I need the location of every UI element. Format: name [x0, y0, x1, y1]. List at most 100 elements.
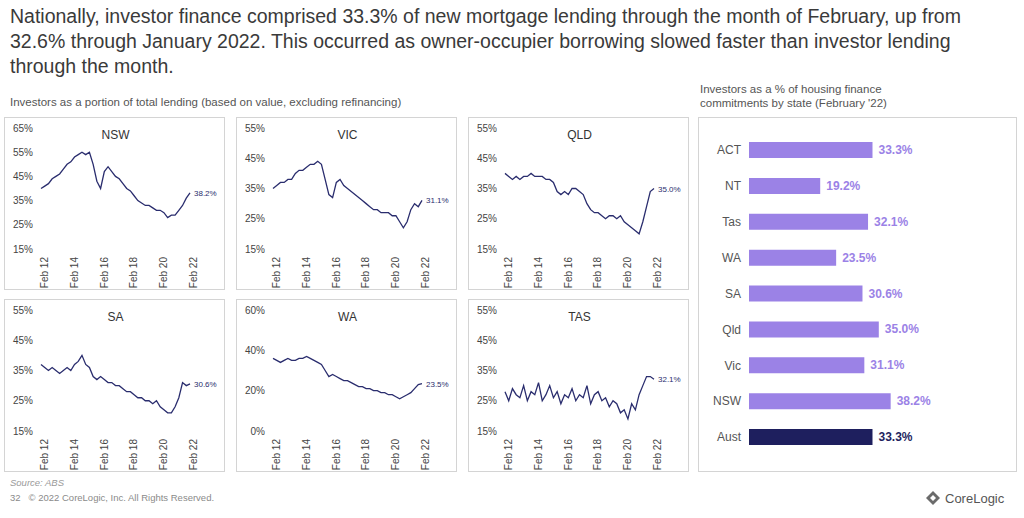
svg-text:35%: 35%: [13, 195, 33, 206]
svg-text:Feb 20: Feb 20: [158, 257, 169, 289]
svg-text:SA: SA: [725, 287, 741, 301]
svg-text:19.2%: 19.2%: [826, 179, 860, 193]
svg-text:15%: 15%: [477, 426, 497, 437]
svg-text:WA: WA: [722, 251, 741, 265]
svg-text:Feb 18: Feb 18: [129, 439, 140, 471]
svg-text:65%: 65%: [13, 123, 33, 134]
svg-text:Feb 12: Feb 12: [39, 439, 50, 471]
svg-text:15%: 15%: [245, 244, 265, 255]
svg-text:55%: 55%: [477, 305, 497, 316]
svg-text:40%: 40%: [245, 345, 265, 356]
html-text:Investors as a portion of tota: Investors as a portion of total lending …: [10, 96, 402, 108]
svg-text:Feb 20: Feb 20: [390, 439, 401, 471]
svg-text:Feb 16: Feb 16: [331, 257, 342, 289]
svg-text:38.2%: 38.2%: [194, 189, 217, 198]
svg-text:Feb 12: Feb 12: [503, 439, 514, 471]
svg-text:30.6%: 30.6%: [868, 287, 902, 301]
svg-text:31.1%: 31.1%: [426, 196, 449, 205]
html-text:Investors as a % of housing fi: Investors as a % of housing finance comm…: [700, 83, 887, 109]
svg-text:Feb 18: Feb 18: [129, 257, 140, 289]
svg-text:Feb 14: Feb 14: [301, 439, 312, 471]
svg-text:Tas: Tas: [722, 215, 741, 229]
svg-text:25%: 25%: [13, 219, 33, 230]
svg-text:Feb 12: Feb 12: [271, 439, 282, 471]
svg-text:32.1%: 32.1%: [874, 215, 908, 229]
svg-text:Feb 16: Feb 16: [563, 439, 574, 471]
svg-text:Feb 16: Feb 16: [99, 439, 110, 471]
svg-text:38.2%: 38.2%: [897, 394, 931, 408]
html-text:CoreLogic: CoreLogic: [945, 490, 1005, 506]
svg-text:25%: 25%: [245, 213, 265, 224]
svg-text:Feb 16: Feb 16: [99, 257, 110, 289]
svg-text:Feb 18: Feb 18: [593, 439, 604, 471]
svg-text:Feb 20: Feb 20: [622, 439, 633, 471]
svg-text:Feb 22: Feb 22: [420, 257, 431, 289]
svg-text:55%: 55%: [245, 123, 265, 134]
svg-text:30.6%: 30.6%: [194, 380, 217, 389]
svg-text:55%: 55%: [13, 305, 33, 316]
svg-text:Qld: Qld: [722, 323, 741, 337]
svg-text:Feb 12: Feb 12: [503, 257, 514, 289]
svg-text:35%: 35%: [477, 365, 497, 376]
svg-text:35.0%: 35.0%: [658, 185, 681, 194]
svg-text:45%: 45%: [245, 153, 265, 164]
svg-text:35%: 35%: [13, 365, 33, 376]
svg-text:0%: 0%: [251, 426, 266, 437]
svg-text:NT: NT: [725, 179, 742, 193]
svg-text:ACT: ACT: [717, 143, 742, 157]
svg-text:33.3%: 33.3%: [878, 143, 912, 157]
svg-text:Feb 18: Feb 18: [593, 257, 604, 289]
svg-text:Feb 22: Feb 22: [188, 257, 199, 289]
svg-text:Feb 18: Feb 18: [361, 257, 372, 289]
svg-text:Feb 12: Feb 12: [271, 257, 282, 289]
svg-text:Feb 18: Feb 18: [361, 439, 372, 471]
svg-text:55%: 55%: [13, 147, 33, 158]
svg-text:45%: 45%: [477, 335, 497, 346]
svg-text:Feb 14: Feb 14: [533, 257, 544, 289]
svg-text:Feb 14: Feb 14: [69, 257, 80, 289]
svg-text:25%: 25%: [477, 213, 497, 224]
svg-text:60%: 60%: [245, 305, 265, 316]
html-text:TAS: TAS: [568, 310, 591, 324]
svg-text:Feb 16: Feb 16: [331, 439, 342, 471]
svg-text:Feb 22: Feb 22: [652, 257, 663, 289]
svg-text:Feb 20: Feb 20: [390, 257, 401, 289]
svg-text:15%: 15%: [477, 244, 497, 255]
svg-text:Feb 14: Feb 14: [533, 439, 544, 471]
html-text:Nationally, investor finance c: Nationally, investor finance comprised 3…: [10, 5, 961, 77]
svg-text:35%: 35%: [245, 183, 265, 194]
svg-text:Feb 20: Feb 20: [622, 257, 633, 289]
svg-text:15%: 15%: [13, 244, 33, 255]
svg-text:Feb 14: Feb 14: [301, 257, 312, 289]
svg-text:45%: 45%: [13, 171, 33, 182]
svg-text:45%: 45%: [477, 153, 497, 164]
svg-text:Feb 22: Feb 22: [188, 439, 199, 471]
svg-text:Aust: Aust: [717, 430, 742, 444]
svg-text:Vic: Vic: [725, 359, 741, 373]
svg-text:20%: 20%: [245, 385, 265, 396]
svg-text:25%: 25%: [477, 395, 497, 406]
html-text:SA: SA: [107, 310, 124, 324]
svg-text:23.5%: 23.5%: [426, 380, 449, 389]
svg-text:45%: 45%: [13, 335, 33, 346]
svg-text:31.1%: 31.1%: [870, 358, 904, 372]
svg-text:33.3%: 33.3%: [878, 430, 912, 444]
svg-text:55%: 55%: [477, 123, 497, 134]
svg-text:NSW: NSW: [713, 394, 742, 408]
svg-text:Feb 20: Feb 20: [158, 439, 169, 471]
svg-text:25%: 25%: [13, 395, 33, 406]
svg-text:Feb 22: Feb 22: [652, 439, 663, 471]
svg-text:35.0%: 35.0%: [885, 322, 919, 336]
svg-text:15%: 15%: [13, 426, 33, 437]
html-text:QLD: QLD: [567, 128, 592, 142]
svg-text:35%: 35%: [477, 183, 497, 194]
svg-text:32.1%: 32.1%: [658, 375, 681, 384]
html-text:NSW: NSW: [101, 128, 130, 142]
svg-text:Feb 16: Feb 16: [563, 257, 574, 289]
svg-text:Feb 22: Feb 22: [420, 439, 431, 471]
svg-text:Feb 12: Feb 12: [39, 257, 50, 289]
svg-text:Feb 14: Feb 14: [69, 439, 80, 471]
html-text:VIC: VIC: [337, 128, 358, 142]
html-text:WA: WA: [338, 310, 357, 324]
svg-text:23.5%: 23.5%: [842, 251, 876, 265]
